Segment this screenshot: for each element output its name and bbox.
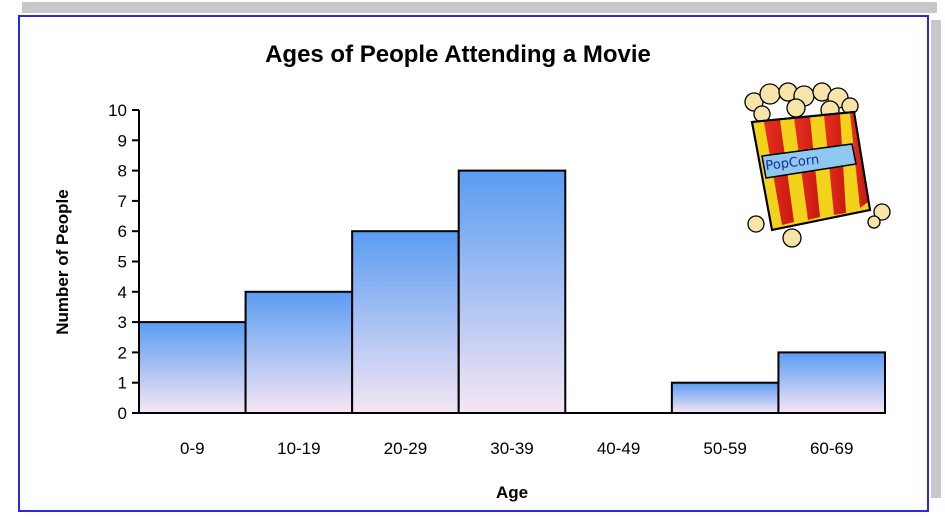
bar-10-19 — [244, 290, 354, 414]
chart-title: Ages of People Attending a Movie — [265, 41, 651, 68]
x-tick-label: 40-49 — [597, 439, 640, 458]
bars-group — [138, 169, 887, 415]
top-gray-strip — [22, 2, 937, 13]
y-tick-label: 3 — [118, 313, 127, 332]
top-gray-bar — [0, 0, 945, 14]
y-tick-label: 5 — [118, 253, 127, 272]
popcorn-label: PopCorn — [765, 153, 820, 174]
x-ticks-group: 0-9 10-19 20-29 30-39 40-49 50-59 60-69 — [180, 439, 853, 458]
bar-20-29 — [351, 230, 460, 414]
y-ticks-group: 0 1 2 3 4 5 6 7 8 9 10 — [108, 101, 139, 423]
x-tick-label: 60-69 — [810, 439, 853, 458]
x-tick-label: 20-29 — [384, 439, 427, 458]
popcorn-bucket-icon: PopCorn — [744, 82, 891, 248]
y-tick-label: 1 — [118, 374, 127, 393]
y-tick-label: 2 — [118, 343, 127, 362]
x-axis-label: Age — [496, 483, 528, 502]
y-tick-label: 10 — [108, 101, 127, 120]
y-tick-label: 9 — [118, 131, 127, 150]
y-tick-label: 0 — [118, 404, 127, 423]
x-tick-label: 10-19 — [277, 439, 320, 458]
y-tick-label: 4 — [118, 283, 127, 302]
bar-0-9 — [138, 321, 247, 415]
y-tick-label: 8 — [118, 162, 127, 181]
x-tick-label: 0-9 — [180, 439, 205, 458]
frame-shadow — [931, 20, 941, 498]
bar-60-69 — [777, 351, 887, 414]
x-tick-label: 50-59 — [703, 439, 746, 458]
x-tick-label: 30-39 — [490, 439, 533, 458]
y-tick-label: 6 — [118, 222, 127, 241]
bar-30-39 — [457, 169, 567, 414]
y-tick-label: 7 — [118, 192, 127, 211]
y-axis-label: Number of People — [53, 189, 72, 334]
bar-50-59 — [670, 381, 780, 415]
